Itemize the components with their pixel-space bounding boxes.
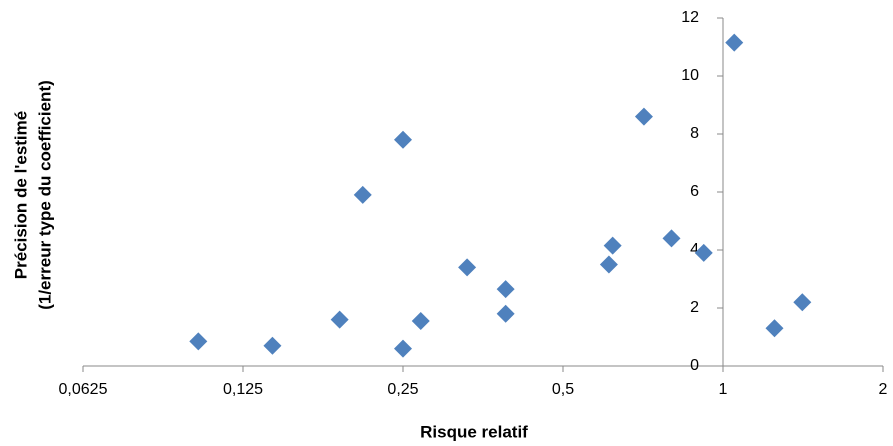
x-tick-label: 0,125 [223, 381, 263, 398]
y-tick-label: 8 [690, 125, 699, 142]
y-tick-label: 12 [681, 9, 699, 26]
point [189, 332, 208, 351]
y-tick-label: 2 [690, 299, 699, 316]
x-tick-label: 1 [719, 381, 728, 398]
x-tick-label: 0,25 [387, 381, 418, 398]
point [694, 243, 713, 262]
point [353, 185, 372, 204]
y-tick-label: 4 [690, 241, 699, 258]
x-tick-label: 0,5 [552, 381, 574, 398]
x-tick-label: 0,0625 [59, 381, 108, 398]
point [603, 236, 622, 255]
point [793, 293, 812, 312]
point [599, 255, 618, 274]
y-axis-title: (1/erreur type du coefficient) [35, 80, 54, 310]
point [263, 336, 282, 355]
point [458, 258, 477, 277]
point [411, 312, 430, 331]
point [394, 130, 412, 149]
point [496, 280, 515, 299]
point [496, 304, 515, 323]
point [662, 229, 681, 248]
point [634, 107, 653, 126]
x-axis-title: Risque relatif [420, 422, 528, 441]
point [725, 33, 744, 52]
y-tick-label: 6 [690, 183, 699, 200]
point [394, 339, 412, 358]
y-tick-label: 0 [690, 357, 699, 374]
x-tick-label: 2 [879, 381, 888, 398]
point [330, 310, 349, 329]
y-axis-title: Précision de l'estimé [11, 111, 30, 279]
y-tick-label: 10 [681, 67, 699, 84]
point [765, 319, 784, 338]
